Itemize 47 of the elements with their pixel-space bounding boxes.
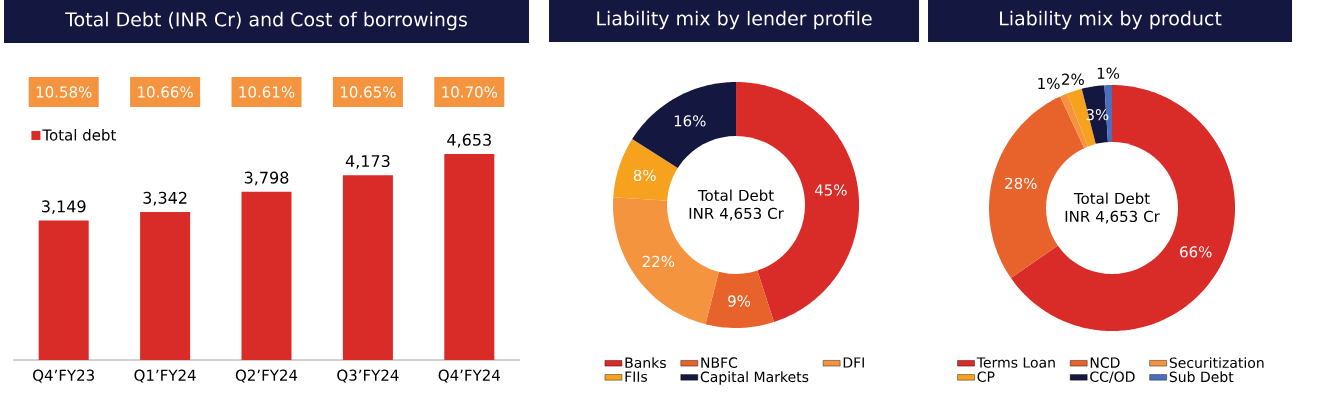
bar [140,212,191,360]
data-label: 2% [1062,73,1084,85]
data-label: 1% [1097,67,1120,79]
data-label: 8% [633,169,656,182]
bar [241,191,292,360]
text: 10.61% [239,86,295,98]
x-tick-label: Q2’FY24 [235,369,298,383]
data-label: 3,342 [143,191,187,206]
legend-label: NCD [1090,357,1120,368]
legend-label: DFI [843,357,864,368]
data-label: 4,173 [345,155,390,169]
data-label: 3,149 [42,200,86,215]
bar [342,175,393,360]
data-label: 4,653 [447,133,491,148]
legend-label: NBFC [701,357,738,368]
text: 10.65% [340,86,396,98]
data-label: 22% [642,255,675,268]
chart-title: Liability mix by product [1000,10,1222,30]
text: Total Debt INR 4,653 Cr [1065,192,1160,224]
text: 10.70% [442,86,498,98]
data-label: 28% [1005,177,1037,189]
data-label: 16% [674,115,706,127]
data-label: 3,798 [244,171,289,186]
x-tick-label: Q1’FY24 [134,369,196,383]
x-tick-label: Q4’FY24 [438,369,500,383]
data-label: 9% [728,295,751,307]
chart-title: Liability mix by lender profile [597,10,872,30]
legend-label: Terms Loan [976,357,1055,368]
legend-label: FIIs [625,371,648,382]
legend-label: Total debt [42,129,116,141]
text: 10.66% [138,86,193,98]
text: 10.58% [36,86,92,98]
legend-label: CP [977,371,995,383]
legend-label: Capital Markets [700,371,809,385]
data-label: 45% [814,184,847,196]
chart-title: Total Debt (INR Cr) and Cost of borrowings [65,11,467,31]
data-label: 1% [1038,77,1060,90]
bar [38,220,89,360]
bar [444,154,495,360]
x-tick-label: Q4’FY23 [33,369,94,383]
legend-label: Banks [625,357,666,369]
legend-label: CC/OD [1090,371,1135,384]
data-label: 66% [1180,246,1212,258]
legend-label: Sub Debt [1169,371,1234,383]
x-tick-label: Q3’FY24 [337,369,399,383]
legend-label: Securitization [1169,357,1264,369]
text: Total Debt INR 4,653 Cr [689,189,784,221]
